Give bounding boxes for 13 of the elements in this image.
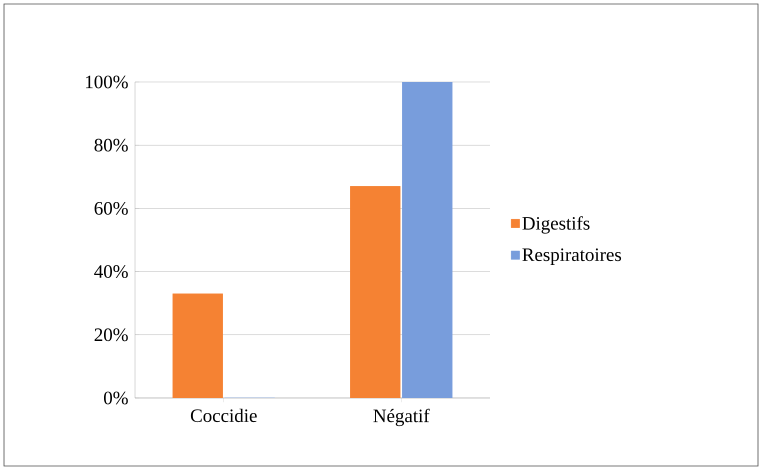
bar (172, 294, 223, 398)
bar (350, 186, 400, 398)
y-tick-label: 60% (94, 202, 128, 215)
bar (402, 82, 452, 398)
y-tick-label: 100% (86, 76, 128, 88)
legend-label: Digestifs (522, 216, 590, 234)
y-tick-label: 80% (94, 138, 128, 152)
x-tick-label: Négatif (373, 408, 430, 426)
y-tick-label: 20% (94, 328, 128, 342)
y-tick-label: 0% (104, 392, 128, 404)
legend-label: Respiratoires (522, 248, 622, 265)
y-tick-label: 40% (94, 265, 128, 278)
x-tick-label: Coccidie (190, 408, 257, 422)
